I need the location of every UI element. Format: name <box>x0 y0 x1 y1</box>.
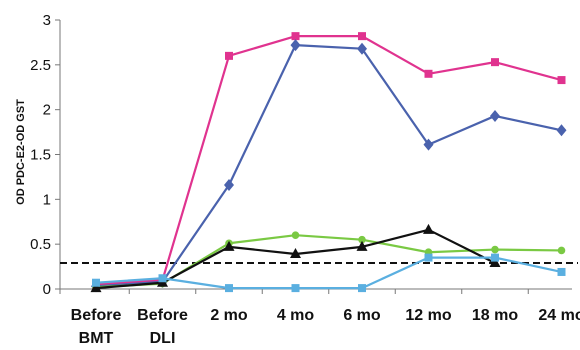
chart-axes <box>55 19 572 294</box>
y-tick-label: 3 <box>43 12 51 29</box>
data-point-marker <box>356 240 368 251</box>
y-tick-label: 0.5 <box>30 236 51 253</box>
x-tick-label: DLI <box>150 330 176 347</box>
tick-labels: 0 0.5 1 1.5 2 2.5 3 Before BMT Before DLI 2 mo 4 mo 6… <box>30 12 580 347</box>
data-point-marker <box>424 253 433 262</box>
x-tick-label: 6 mo <box>343 307 381 324</box>
data-point-marker <box>291 231 300 239</box>
y-tick-label: 1 <box>43 191 51 208</box>
data-point-marker <box>225 51 233 60</box>
data-point-marker <box>290 39 301 52</box>
data-point-marker <box>358 235 366 244</box>
data-point-marker <box>225 284 233 293</box>
x-tick-label: 24 mo <box>538 307 580 324</box>
data-point-marker <box>90 282 102 293</box>
series-line <box>95 256 562 290</box>
data-point-marker <box>224 178 234 191</box>
y-tick-label: 2.5 <box>30 57 51 74</box>
data-point-marker <box>557 76 566 85</box>
data-point-marker <box>158 274 167 283</box>
data-point-marker <box>291 32 300 41</box>
data-point-marker <box>291 284 300 293</box>
y-tick-label: 1.5 <box>30 147 51 164</box>
data-point-marker <box>358 32 366 41</box>
data-point-marker <box>491 245 499 254</box>
x-tick-label: 12 mo <box>405 307 451 324</box>
data-point-marker <box>358 284 366 293</box>
series-line <box>95 35 562 286</box>
series-line <box>95 44 562 288</box>
data-point-marker <box>223 240 235 251</box>
series-4 <box>92 253 566 293</box>
data-point-marker <box>557 246 566 255</box>
data-point-marker <box>491 253 499 262</box>
data-point-marker <box>491 58 499 67</box>
x-tick-label: BMT <box>79 330 114 347</box>
data-point-marker <box>423 138 434 151</box>
y-tick-label: 2 <box>43 102 51 119</box>
data-point-marker <box>489 256 501 267</box>
chart-series <box>90 32 567 293</box>
x-tick-label: Before <box>71 307 122 324</box>
data-point-marker <box>490 109 500 122</box>
data-point-marker <box>556 124 567 137</box>
x-tick-label: 2 mo <box>210 307 248 324</box>
data-point-marker <box>557 267 566 276</box>
x-tick-label: Before <box>137 307 188 324</box>
data-point-marker <box>357 42 367 55</box>
data-point-marker <box>290 248 301 259</box>
data-point-marker <box>423 223 434 234</box>
y-tick-label: 0 <box>43 281 51 298</box>
x-tick-label: 18 mo <box>472 307 518 324</box>
y-axis-label: OD PDC-E2-OD GST <box>15 99 27 205</box>
x-tick-label: 4 mo <box>277 307 315 324</box>
data-point-marker <box>424 69 433 78</box>
data-point-marker <box>92 278 100 287</box>
